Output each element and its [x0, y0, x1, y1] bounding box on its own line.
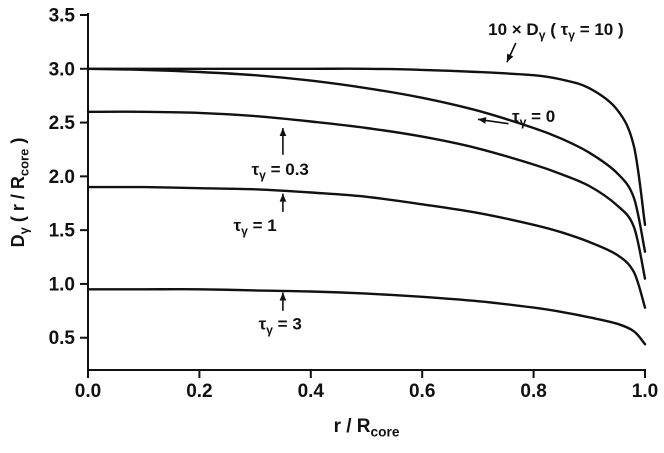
y-tick-label: 1.0	[49, 274, 75, 295]
x-tick-label: 0.8	[520, 381, 546, 402]
series-path-2	[86, 110, 647, 280]
x-axis-label: r / Rcore	[334, 416, 400, 440]
annotation-label: 10 × Dγ ( τγ = 10 )	[488, 20, 624, 42]
annotation-label: τγ = 0	[512, 107, 555, 129]
annotation-label: τγ = 0.3	[252, 160, 309, 182]
x-tick-label: 0.2	[186, 381, 212, 402]
y-tick-label: 2.5	[49, 113, 76, 134]
annotation-arrowhead	[279, 193, 287, 202]
y-tick-label: 3.0	[49, 59, 75, 80]
annotation-arrowhead	[279, 128, 287, 136]
x-tick-label: 0.0	[75, 381, 101, 402]
y-axis-label: Dγ ( r / Rcore )	[8, 138, 31, 248]
series-path-4	[86, 288, 647, 346]
y-tick-label: 0.5	[49, 328, 76, 349]
x-tick-label: 0.4	[298, 381, 325, 402]
y-tick-label: 2.0	[49, 167, 75, 188]
annotation-label: τγ = 1	[233, 216, 276, 238]
series-path-1	[86, 67, 647, 253]
y-tick-label: 1.5	[49, 221, 76, 242]
series-path-0	[86, 67, 647, 226]
x-tick-label: 0.6	[409, 381, 435, 402]
series-path-3	[86, 185, 647, 309]
annotation-arrowhead	[506, 53, 514, 63]
annotation-arrowhead	[477, 117, 487, 124]
y-tick-label: 3.5	[49, 6, 76, 27]
annotation-label: τγ = 3	[259, 315, 302, 337]
annotation-arrowhead	[279, 292, 287, 301]
x-tick-label: 1.0	[632, 381, 658, 402]
